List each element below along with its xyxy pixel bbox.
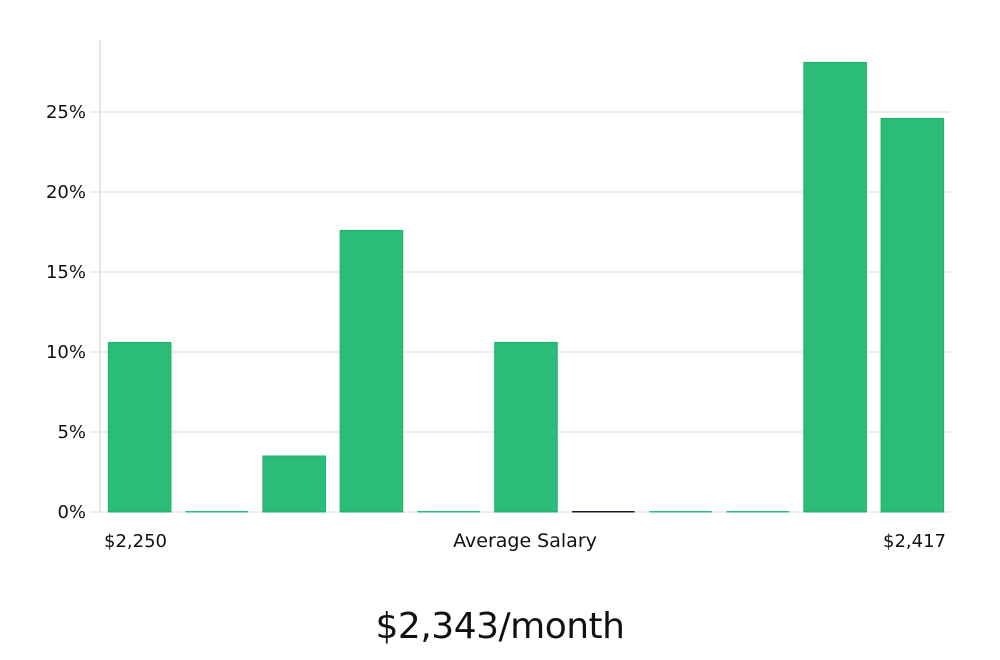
histogram-bar <box>107 341 172 513</box>
bars <box>107 61 945 513</box>
y-tick-label: 15% <box>46 262 86 283</box>
x-axis: $2,250 Average Salary $2,417 <box>104 530 946 552</box>
y-tick-label: 0% <box>57 502 86 523</box>
histogram-bar-empty <box>649 511 712 513</box>
histogram-bar <box>494 341 558 513</box>
y-tick-label: 25% <box>46 102 86 123</box>
histogram-bar-empty <box>417 511 481 513</box>
histogram-bar <box>880 117 945 513</box>
histogram-bar <box>339 229 404 513</box>
histogram-bar <box>262 455 326 513</box>
x-min-label: $2,250 <box>104 531 167 552</box>
x-max-label: $2,417 <box>883 531 946 552</box>
current-salary-marker <box>571 511 635 513</box>
average-salary-caption: $2,343/month <box>375 606 625 647</box>
x-axis-title: Average Salary <box>453 530 597 552</box>
histogram-bar-empty <box>726 511 790 513</box>
y-tick-label: 20% <box>46 182 86 203</box>
y-tick-label: 5% <box>57 422 86 443</box>
histogram-bar-empty <box>185 511 249 513</box>
y-axis: 0% 5% 10% 15% 20% 25% <box>46 40 101 523</box>
histogram-bar <box>803 61 867 513</box>
y-tick-label: 10% <box>46 342 86 363</box>
